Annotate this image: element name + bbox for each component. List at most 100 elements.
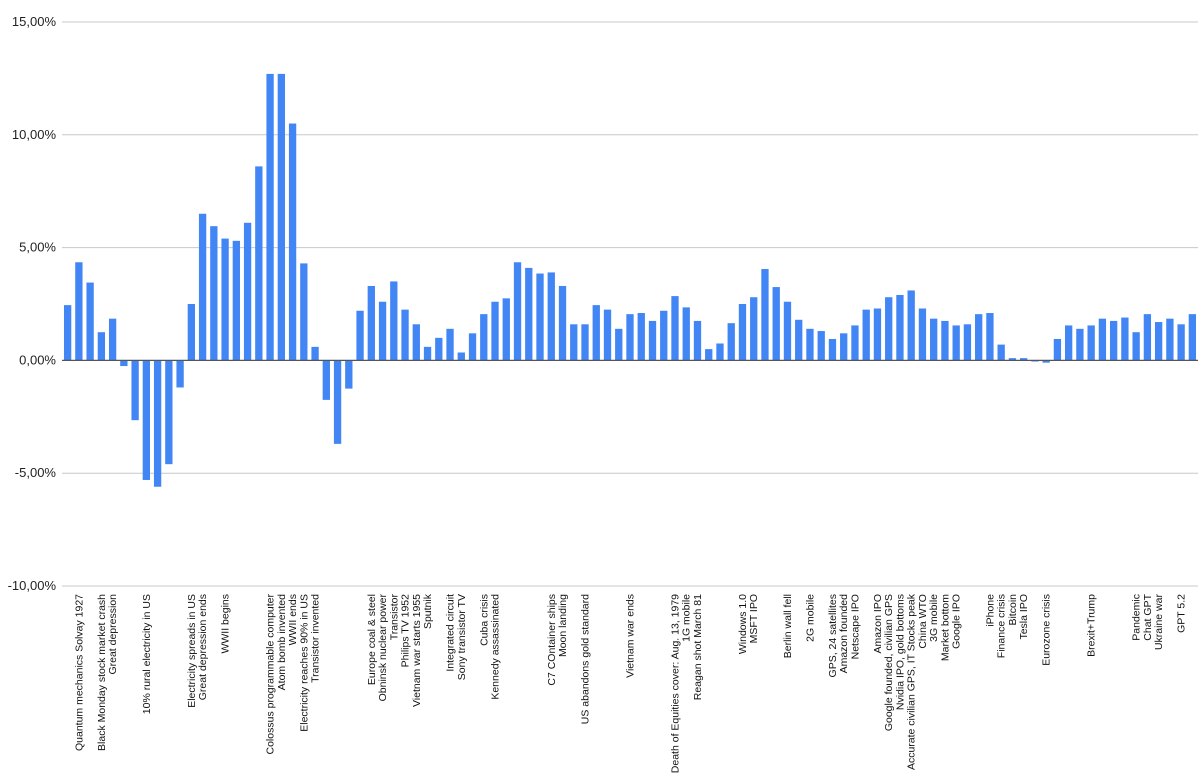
bar xyxy=(603,309,612,361)
x-category-label: Obninsk nuclear power xyxy=(377,593,389,701)
bar xyxy=(165,360,173,465)
bar xyxy=(333,360,342,444)
bar xyxy=(705,349,713,361)
bar xyxy=(1166,318,1174,361)
x-category-label: Amazon founded xyxy=(838,594,850,674)
bar xyxy=(131,360,139,421)
bar xyxy=(952,325,960,361)
x-category-label: Windows 1.0 xyxy=(737,594,749,654)
bar xyxy=(311,346,319,361)
x-category-label: Europe coal & steel xyxy=(366,594,378,685)
x-category-label: Chat GPT xyxy=(1142,593,1154,640)
bar xyxy=(1042,360,1050,363)
bar xyxy=(941,320,949,361)
x-category-label: iPhone xyxy=(984,594,996,627)
bar xyxy=(806,328,814,361)
bar xyxy=(648,320,657,361)
bar xyxy=(795,319,803,361)
grid xyxy=(62,21,1198,587)
x-category-label: Great depression xyxy=(107,594,119,675)
x-category-label: Accurate civilian GPS, IT Stocks peak xyxy=(906,593,918,770)
bar xyxy=(592,305,600,361)
bar xyxy=(1065,325,1073,361)
bar xyxy=(232,240,240,361)
x-category-label: Sputnik xyxy=(422,593,434,629)
bar xyxy=(525,267,533,361)
bar xyxy=(1132,332,1140,361)
bar xyxy=(570,324,578,361)
bar xyxy=(986,313,994,361)
x-category-label: Ukraine war xyxy=(1153,594,1165,651)
bar xyxy=(423,346,432,361)
bar xyxy=(435,337,443,361)
x-category-label: Netscape IPO xyxy=(849,594,861,659)
y-tick-label: 0,00% xyxy=(19,352,56,367)
x-category-label: Tesla IPO xyxy=(1018,594,1030,640)
bar xyxy=(480,314,488,361)
x-axis-labels: Quantum mechanics Solvay 1927 Black Monda… xyxy=(73,593,1187,773)
bar xyxy=(930,318,938,361)
x-category-label: Google founded, civilian GPS xyxy=(883,594,895,731)
bar xyxy=(840,333,848,361)
bar xyxy=(1177,324,1185,361)
x-category-label: Black Monday stock market crash xyxy=(96,594,108,751)
bar xyxy=(345,360,353,389)
bar xyxy=(75,262,83,361)
x-category-label: 3G mobile xyxy=(928,594,940,642)
x-category-label: Moon landing xyxy=(557,594,569,657)
bar xyxy=(558,285,567,361)
x-category-label: Amazon IPO xyxy=(872,594,884,654)
bar xyxy=(851,325,859,361)
x-category-label: Transistor invented xyxy=(310,594,322,683)
bar xyxy=(277,73,285,361)
x-category-label: GPT 5.2 xyxy=(1176,594,1188,633)
bar xyxy=(828,338,837,361)
y-tick-label: 10,00% xyxy=(12,127,57,142)
x-category-label: Philips TV 1952 xyxy=(400,594,412,668)
x-category-label: GPS, 24 satellites xyxy=(827,594,839,677)
bar xyxy=(63,305,72,361)
bar xyxy=(468,333,477,361)
x-category-label: Kennedy assassinated xyxy=(490,594,502,700)
x-category-label: Brexit+Trump xyxy=(1086,594,1098,657)
bar xyxy=(221,238,229,361)
x-category-label: China WTO xyxy=(917,594,929,649)
x-category-label: Berlin wall fell xyxy=(782,594,794,658)
bar xyxy=(873,308,882,361)
x-category-label: C7 COntainer ships xyxy=(546,594,558,686)
bar xyxy=(491,301,499,361)
x-category-label: Eurozone crisis xyxy=(1041,594,1053,666)
x-category-label: Death of Equities cover: Aug. 13, 1979 xyxy=(669,594,681,773)
bar xyxy=(750,297,758,361)
bar xyxy=(1121,317,1129,361)
bar xyxy=(716,343,724,361)
x-category-label: Electricity reaches 90% in US xyxy=(298,594,310,732)
y-tick-label: 15,00% xyxy=(12,14,57,29)
bar xyxy=(761,269,769,361)
x-category-label: WWII ends xyxy=(287,594,299,645)
bar xyxy=(637,313,645,361)
x-category-label: 2G mobile xyxy=(804,594,816,642)
y-tick-label: -5,00% xyxy=(15,465,57,480)
bar xyxy=(187,304,195,361)
bar xyxy=(727,323,735,361)
bar xyxy=(288,123,297,361)
bar xyxy=(547,272,555,361)
bar xyxy=(615,328,623,361)
bar xyxy=(176,360,184,388)
x-category-label: Electricity spreads in US xyxy=(186,594,198,708)
y-axis-ticks: 15,00% 10,00% 5,00% 0,00% -5,00% -10,00% xyxy=(8,14,57,593)
bar xyxy=(97,332,106,361)
bar xyxy=(783,301,792,361)
bar xyxy=(120,360,128,367)
bar xyxy=(457,352,465,361)
bar xyxy=(918,308,927,361)
x-category-label: 1G mobile xyxy=(681,594,693,642)
bar xyxy=(885,297,893,361)
bar xyxy=(975,314,983,361)
bar xyxy=(401,309,409,361)
bar xyxy=(817,331,825,361)
bar xyxy=(862,309,870,361)
bar xyxy=(1109,320,1118,361)
